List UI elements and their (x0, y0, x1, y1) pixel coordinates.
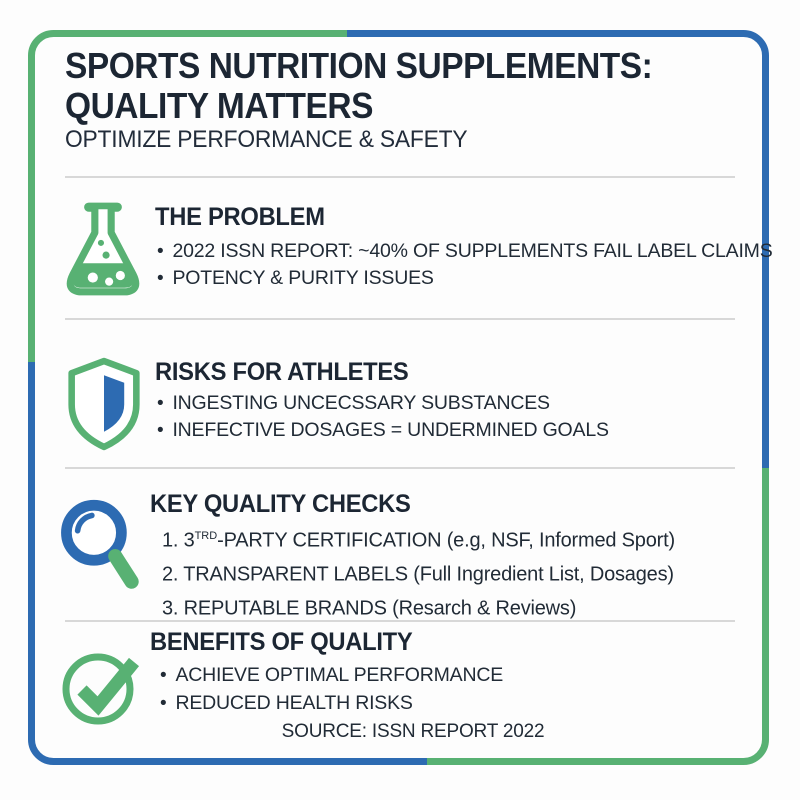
item-text: -PARTY CERTIFICATION (e.g, NSF, Informed… (217, 529, 675, 552)
list-item: REDUCED HEALTH RISKS (160, 690, 503, 718)
list-item: POTENCY & PURITY ISSUES (157, 265, 773, 292)
section-risks-bullets: INGESTING UNCECSSARY SUBSTANCES INEFECTI… (157, 390, 609, 444)
divider (65, 467, 735, 469)
title-line-1: SPORTS NUTRITION SUPPLEMENTS: (65, 45, 653, 86)
page-title: SPORTS NUTRITION SUPPLEMENTS: QUALITY MA… (65, 45, 653, 126)
list-item: INEFECTIVE DOSAGES = UNDERMINED GOALS (157, 417, 609, 444)
list-item: 3. REPUTABLE BRANDS (Resarch & Reviews) (162, 590, 675, 624)
item-text: 1. 3 (162, 529, 195, 552)
section-heading-benefits: BENEFITS OF QUALITY (150, 628, 413, 656)
list-item: ACHIEVE OPTIMAL PERFORMANCE (160, 662, 503, 690)
section-problem-bullets: 2022 ISSN REPORT: ~40% OF SUPPLEMENTS FA… (157, 238, 773, 292)
list-item: 2022 ISSN REPORT: ~40% OF SUPPLEMENTS FA… (157, 238, 772, 265)
section-heading-risks: RISKS FOR ATHLETES (155, 358, 409, 386)
page-subtitle: OPTIMIZE PERFORMANCE & SAFETY (65, 126, 468, 153)
flask-icon (66, 202, 140, 296)
item-superscript: TRD (194, 530, 218, 542)
source-note: SOURCE: ISSN REPORT 2022 (281, 721, 545, 742)
section-benefits-bullets: ACHIEVE OPTIMAL PERFORMANCE REDUCED HEAL… (160, 662, 503, 717)
item-text: 3. REPUTABLE BRANDS (Resarch & Reviews) (162, 597, 577, 620)
section-heading-checks: KEY QUALITY CHECKS (150, 490, 411, 518)
magnifier-icon (61, 499, 139, 589)
check-circle-icon (62, 653, 140, 725)
list-item: INGESTING UNCECSSARY SUBSTANCES (157, 390, 609, 417)
divider (65, 176, 735, 178)
item-text: 2. TRANSPARENT LABELS (Full Ingredient L… (162, 563, 674, 586)
list-item: 1. 3TRD-PARTY CERTIFICATION (e.g, NSF, I… (162, 522, 675, 556)
shield-icon (68, 357, 140, 451)
divider (65, 620, 735, 622)
section-checks-list: 1. 3TRD-PARTY CERTIFICATION (e.g, NSF, I… (162, 522, 675, 624)
section-heading-problem: THE PROBLEM (155, 203, 325, 231)
title-line-2: QUALITY MATTERS (65, 85, 373, 126)
list-item: 2. TRANSPARENT LABELS (Full Ingredient L… (162, 556, 675, 590)
divider (65, 318, 735, 320)
